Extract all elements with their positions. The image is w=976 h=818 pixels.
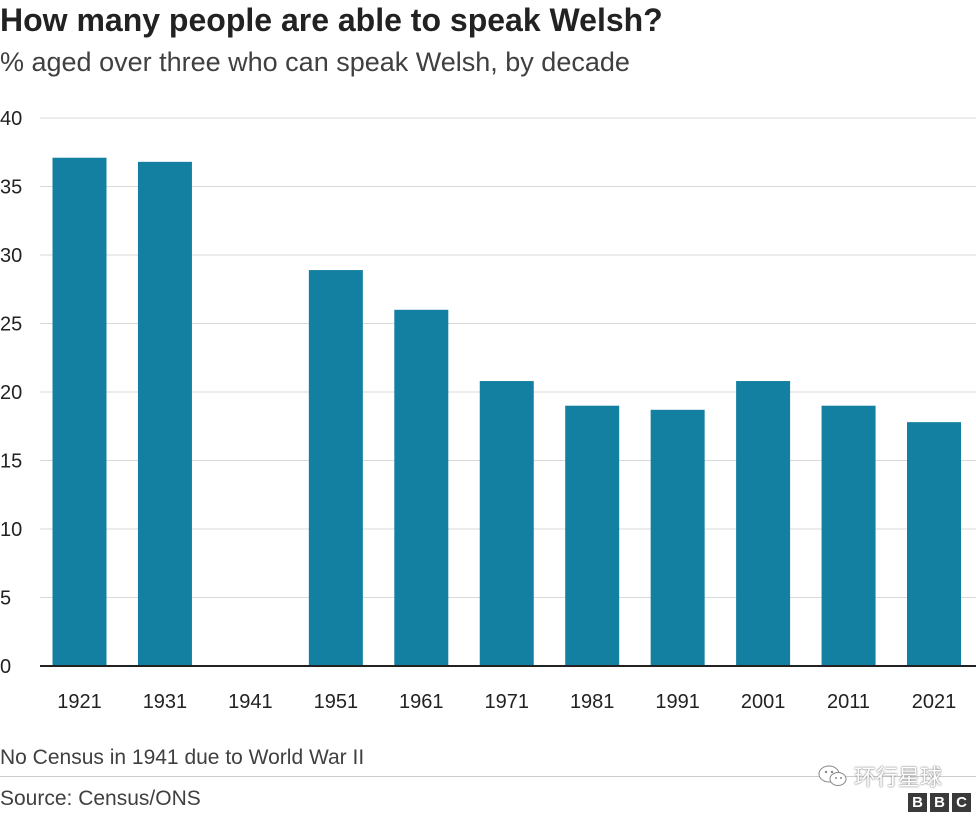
y-tick-label: 10 (0, 519, 22, 541)
watermark-text: 环行星球 (854, 765, 943, 790)
bar-1971 (479, 381, 534, 666)
bar-chart: 0 5 10 15 20 25 30 35 40 1921 1931 1941 1951 1961 197… (0, 108, 976, 713)
x-tick-label: 1981 (570, 691, 615, 713)
y-tick-label: 30 (0, 245, 22, 267)
x-tick-label: 1921 (57, 691, 102, 713)
x-tick-label: 1991 (655, 691, 700, 713)
y-tick-label: 0 (0, 656, 11, 678)
bar-2021 (907, 422, 961, 666)
y-axis-ticks: 0 5 10 15 20 25 30 35 40 (0, 108, 22, 678)
y-tick-label: 5 (0, 588, 11, 610)
y-tick-label: 40 (0, 108, 22, 130)
x-tick-label: 1961 (399, 691, 444, 713)
bar-1951 (308, 270, 363, 666)
watermark: 环行星球 (818, 760, 942, 792)
y-tick-label: 20 (0, 382, 22, 404)
x-tick-label: 1971 (485, 691, 530, 713)
bar-1931 (137, 161, 192, 666)
x-tick-label: 1951 (314, 691, 359, 713)
chart-source: Source: Census/ONS (0, 787, 201, 810)
bars (52, 157, 961, 667)
bar-2001 (736, 381, 791, 666)
x-tick-label: 1931 (143, 691, 188, 713)
bar-1961 (394, 309, 449, 666)
y-tick-label: 25 (0, 314, 22, 336)
bbc-logo: B B C (908, 793, 971, 812)
bbc-logo-letter: B (908, 793, 927, 812)
bar-1921 (52, 157, 107, 667)
bar-2011 (821, 405, 876, 666)
y-tick-label: 15 (0, 451, 22, 473)
bar-1991 (650, 409, 705, 666)
chart-note: No Census in 1941 due to World War II (0, 746, 365, 769)
x-tick-label: 2021 (912, 691, 957, 713)
x-tick-label: 2001 (741, 691, 786, 713)
x-axis-ticks: 1921 1931 1941 1951 1961 1971 1981 1991 2001 2011… (57, 691, 956, 713)
bbc-logo-letter: C (952, 793, 971, 812)
footer-divider (0, 776, 976, 777)
x-tick-label: 1941 (228, 691, 273, 713)
y-tick-label: 35 (0, 177, 22, 199)
chart-subtitle: % aged over three who can speak Welsh, b… (0, 47, 630, 77)
chart-title: How many people are able to speak Welsh? (0, 2, 663, 38)
x-tick-label: 2011 (827, 691, 870, 713)
wechat-icon (818, 765, 847, 786)
bar-1981 (565, 405, 620, 666)
bbc-logo-letter: B (930, 793, 949, 812)
